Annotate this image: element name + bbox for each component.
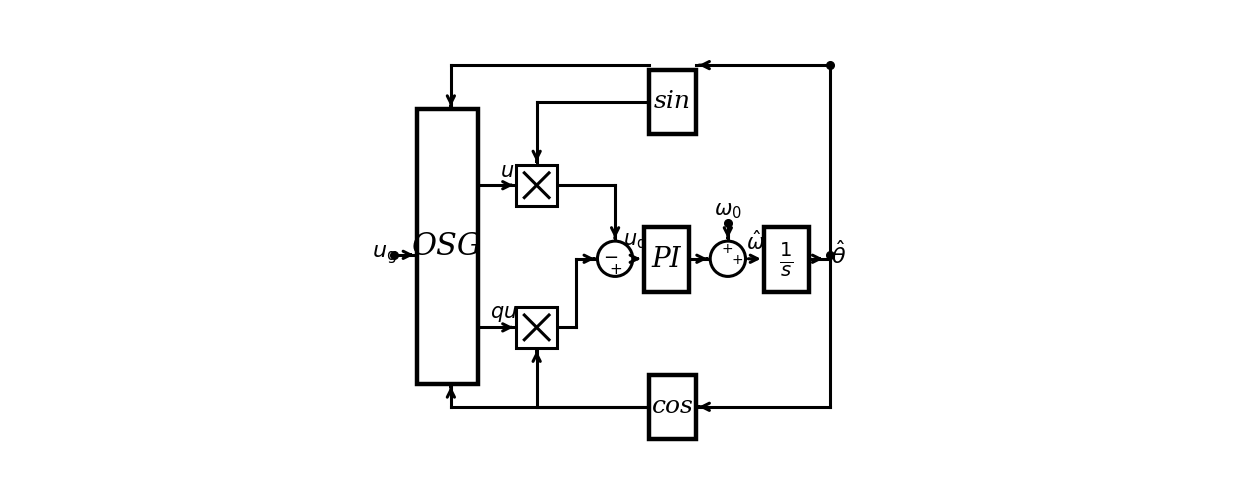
- Text: cos: cos: [652, 395, 693, 418]
- Text: OSG: OSG: [412, 231, 482, 262]
- Text: $+$: $+$: [609, 262, 622, 277]
- Circle shape: [598, 241, 632, 277]
- Text: PI: PI: [651, 246, 681, 273]
- Bar: [644, 227, 688, 291]
- Bar: [764, 227, 808, 291]
- Circle shape: [711, 241, 745, 277]
- Bar: [650, 375, 696, 439]
- Text: sin: sin: [655, 90, 691, 113]
- Text: $+$: $+$: [732, 252, 744, 267]
- Text: $\frac{1}{s}$: $\frac{1}{s}$: [779, 240, 794, 279]
- Bar: [516, 165, 557, 206]
- Bar: [516, 307, 557, 348]
- Text: $\omega_0$: $\omega_0$: [714, 202, 742, 221]
- Text: $-$: $-$: [603, 247, 619, 265]
- Text: $u$: $u$: [500, 163, 515, 181]
- Bar: [650, 70, 696, 134]
- Text: $\hat{\omega}$: $\hat{\omega}$: [746, 231, 765, 254]
- Text: $+$: $+$: [720, 242, 733, 256]
- Text: $u_{\mathrm{q}}$: $u_{\mathrm{q}}$: [624, 231, 646, 254]
- Text: $\hat{\theta}$: $\hat{\theta}$: [831, 241, 846, 269]
- Text: $qu$: $qu$: [490, 304, 517, 324]
- Bar: [417, 109, 477, 384]
- Text: $u_{\mathrm{g}}$: $u_{\mathrm{g}}$: [372, 244, 397, 266]
